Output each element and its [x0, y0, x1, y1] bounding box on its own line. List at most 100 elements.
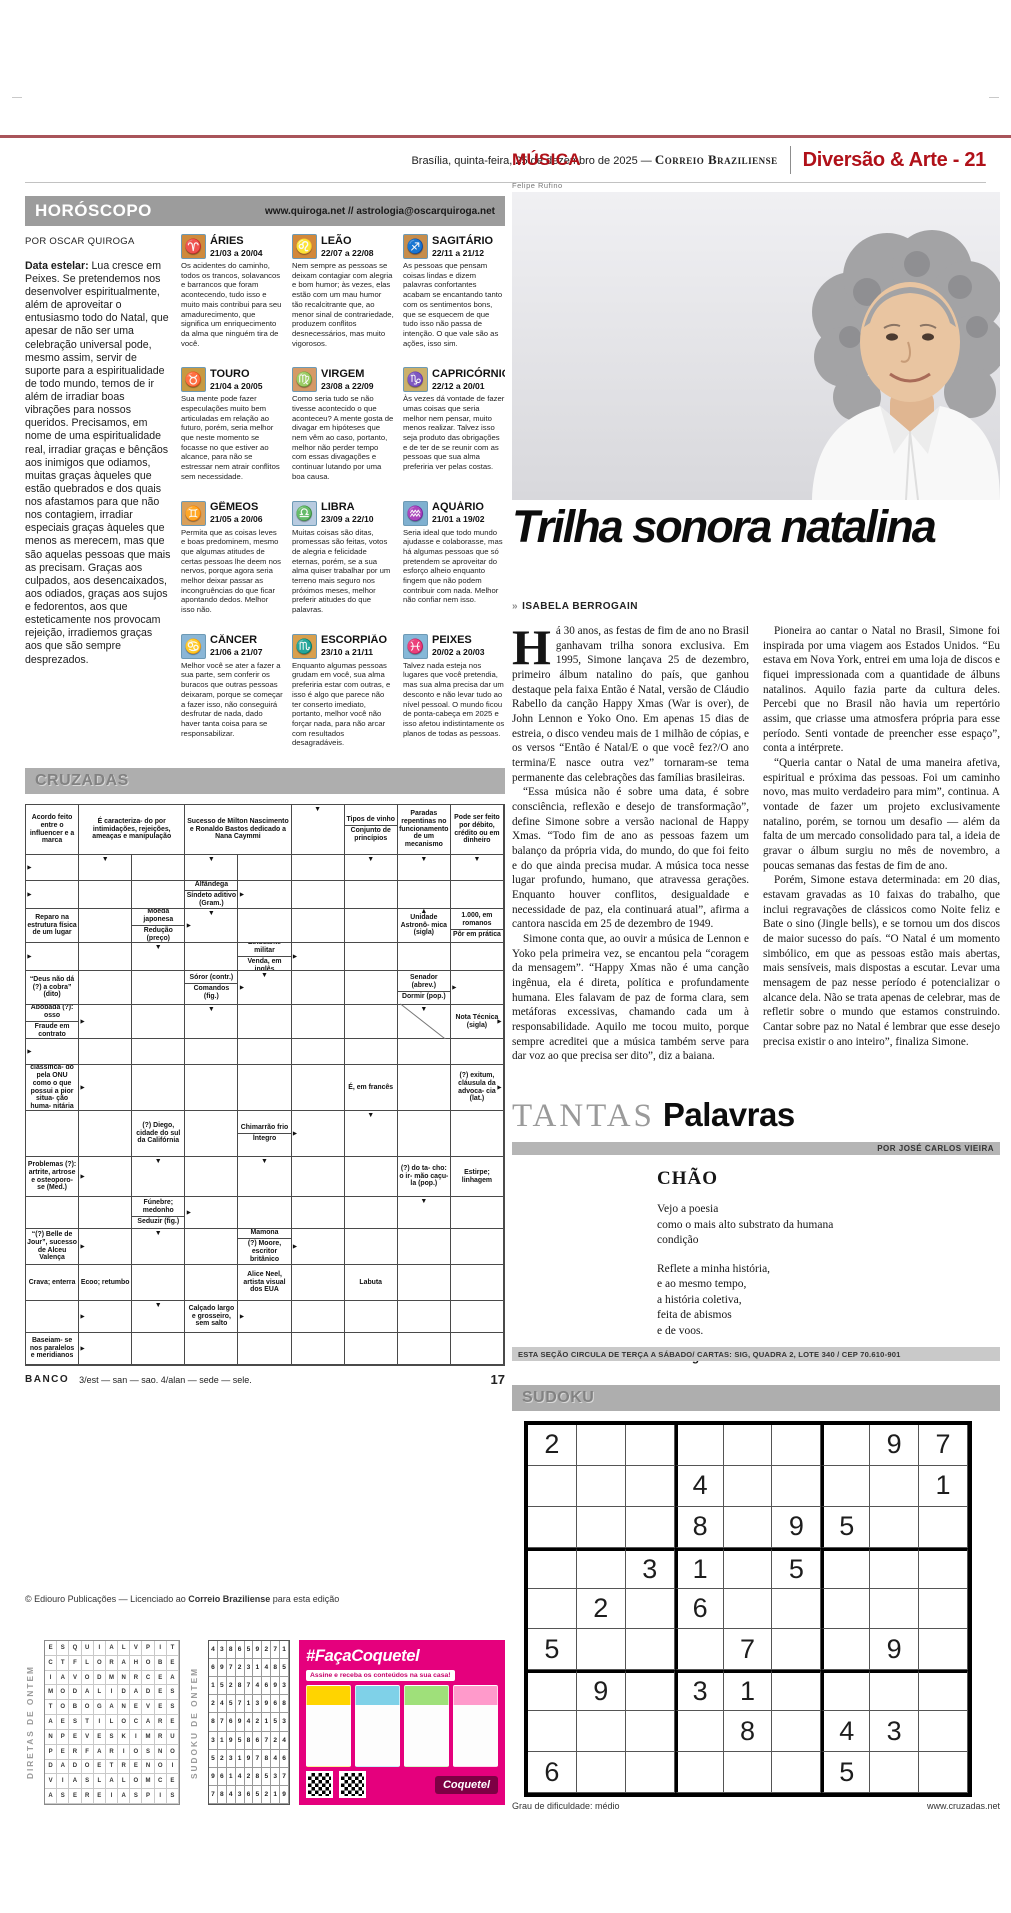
sudoku-cell[interactable]: [919, 1629, 968, 1671]
crossword-answer-cell[interactable]: [291, 1065, 345, 1111]
sudoku-cell[interactable]: [625, 1711, 675, 1753]
crossword-answer-cell[interactable]: ►: [79, 1157, 133, 1197]
sudoku-cell[interactable]: 4: [821, 1711, 871, 1753]
crossword-answer-cell[interactable]: ▼: [185, 855, 239, 881]
sudoku-cell[interactable]: 9: [870, 1425, 920, 1466]
crossword-answer-cell[interactable]: ► ▼: [185, 909, 239, 943]
sudoku-cell[interactable]: 1: [674, 1547, 724, 1589]
crossword-answer-cell[interactable]: ►: [450, 971, 504, 1005]
crossword-answer-cell[interactable]: ▼: [397, 1197, 451, 1229]
sudoku-cell[interactable]: [625, 1752, 675, 1793]
crossword-answer-cell[interactable]: [26, 1197, 80, 1229]
sudoku-cell[interactable]: [772, 1588, 822, 1630]
crossword-answer-cell[interactable]: ►: [291, 1229, 345, 1265]
crossword-answer-cell[interactable]: [291, 1197, 345, 1229]
sudoku-cell[interactable]: 3: [674, 1670, 724, 1712]
sudoku-cell[interactable]: [821, 1629, 871, 1671]
crossword-answer-cell[interactable]: [26, 1111, 80, 1157]
crossword-answer-cell[interactable]: ▼: [344, 855, 398, 881]
sudoku-cell[interactable]: 9: [870, 1629, 920, 1671]
sudoku-cell[interactable]: [674, 1425, 724, 1466]
crossword-answer-cell[interactable]: ►: [291, 1111, 345, 1157]
crossword-answer-cell[interactable]: [79, 909, 133, 943]
crossword-answer-cell[interactable]: [132, 1333, 186, 1365]
crossword-answer-cell[interactable]: [450, 1333, 504, 1365]
crossword-answer-cell[interactable]: [132, 881, 186, 909]
crossword-answer-cell[interactable]: ►: [26, 943, 80, 971]
crossword-answer-cell[interactable]: [344, 1157, 398, 1197]
sudoku-cell[interactable]: [723, 1588, 773, 1630]
sudoku-cell[interactable]: [576, 1425, 626, 1466]
crossword-answer-cell[interactable]: [450, 1111, 504, 1157]
crossword-answer-cell[interactable]: [397, 1301, 451, 1333]
sudoku-cell[interactable]: 6: [674, 1588, 724, 1630]
sudoku-cell[interactable]: [919, 1506, 968, 1548]
sudoku-cell[interactable]: [674, 1629, 724, 1671]
sudoku-cell[interactable]: [870, 1670, 920, 1712]
crossword-answer-cell[interactable]: ►: [238, 881, 292, 909]
sudoku-cell[interactable]: [772, 1752, 822, 1793]
crossword-answer-cell[interactable]: [344, 1005, 398, 1039]
crossword-answer-cell[interactable]: [79, 1039, 133, 1065]
crossword-answer-cell[interactable]: ►: [79, 1065, 133, 1111]
crossword-answer-cell[interactable]: [344, 971, 398, 1005]
crossword-answer-cell[interactable]: [185, 1157, 239, 1197]
crossword-answer-cell[interactable]: ▼: [238, 1157, 292, 1197]
crossword-answer-cell[interactable]: [397, 1039, 451, 1065]
sudoku-cell[interactable]: [528, 1465, 577, 1507]
sudoku-cell[interactable]: [576, 1465, 626, 1507]
crossword-answer-cell[interactable]: [344, 1301, 398, 1333]
crossword-answer-cell[interactable]: [291, 881, 345, 909]
crossword-answer-cell[interactable]: [79, 1111, 133, 1157]
crossword-answer-cell[interactable]: ▼: [132, 1229, 186, 1265]
sudoku-cell[interactable]: [625, 1588, 675, 1630]
crossword-answer-cell[interactable]: [79, 943, 133, 971]
crossword-answer-cell[interactable]: ►: [79, 1301, 133, 1333]
crossword-answer-cell[interactable]: [344, 1229, 398, 1265]
crossword-answer-cell[interactable]: [450, 1039, 504, 1065]
sudoku-cell[interactable]: [870, 1588, 920, 1630]
sudoku-cell[interactable]: 1: [919, 1465, 968, 1507]
crossword-answer-cell[interactable]: ▼: [132, 1157, 186, 1197]
sudoku-cell[interactable]: [772, 1425, 822, 1466]
crossword-answer-cell[interactable]: ►: [238, 1301, 292, 1333]
crossword-answer-cell[interactable]: [238, 1065, 292, 1111]
crossword-answer-cell[interactable]: ▼: [132, 1301, 186, 1333]
crossword-answer-cell[interactable]: [344, 909, 398, 943]
crossword-answer-cell[interactable]: ▼: [185, 1005, 239, 1039]
crossword-answer-cell[interactable]: [185, 1065, 239, 1111]
crossword-answer-cell[interactable]: [185, 1265, 239, 1301]
sudoku-cell[interactable]: [528, 1588, 577, 1630]
sudoku-cell[interactable]: [674, 1752, 724, 1793]
crossword-answer-cell[interactable]: [238, 1197, 292, 1229]
crossword-answer-cell[interactable]: [132, 855, 186, 881]
sudoku-cell[interactable]: [723, 1425, 773, 1466]
sudoku-cell[interactable]: 8: [723, 1711, 773, 1753]
sudoku-cell[interactable]: 5: [528, 1629, 577, 1671]
sudoku-cell[interactable]: [576, 1711, 626, 1753]
sudoku-cell[interactable]: 6: [528, 1752, 577, 1793]
crossword-answer-cell[interactable]: [291, 909, 345, 943]
sudoku-cell[interactable]: [870, 1547, 920, 1589]
crossword-answer-cell[interactable]: [291, 1301, 345, 1333]
sudoku-cell[interactable]: 5: [821, 1506, 871, 1548]
sudoku-cell[interactable]: [576, 1752, 626, 1793]
crossword-answer-cell[interactable]: ► ▼: [238, 971, 292, 1005]
crossword-answer-cell[interactable]: [26, 1301, 80, 1333]
crossword-answer-cell[interactable]: [79, 971, 133, 1005]
crossword-answer-cell[interactable]: [450, 1229, 504, 1265]
crossword-answer-cell[interactable]: [344, 881, 398, 909]
crossword-answer-cell[interactable]: [185, 943, 239, 971]
sudoku-cell[interactable]: [625, 1670, 675, 1712]
sudoku-cell[interactable]: 1: [723, 1670, 773, 1712]
sudoku-cell[interactable]: 2: [576, 1588, 626, 1630]
crossword-answer-cell[interactable]: [291, 855, 345, 881]
sudoku-cell[interactable]: [919, 1588, 968, 1630]
crossword-answer-cell[interactable]: [450, 1301, 504, 1333]
crossword-answer-cell[interactable]: [397, 881, 451, 909]
sudoku-cell[interactable]: 2: [528, 1425, 577, 1466]
sudoku-cell[interactable]: 4: [674, 1465, 724, 1507]
crossword-answer-cell[interactable]: [291, 1265, 345, 1301]
sudoku-cell[interactable]: 9: [576, 1670, 626, 1712]
crossword-answer-cell[interactable]: [291, 1039, 345, 1065]
